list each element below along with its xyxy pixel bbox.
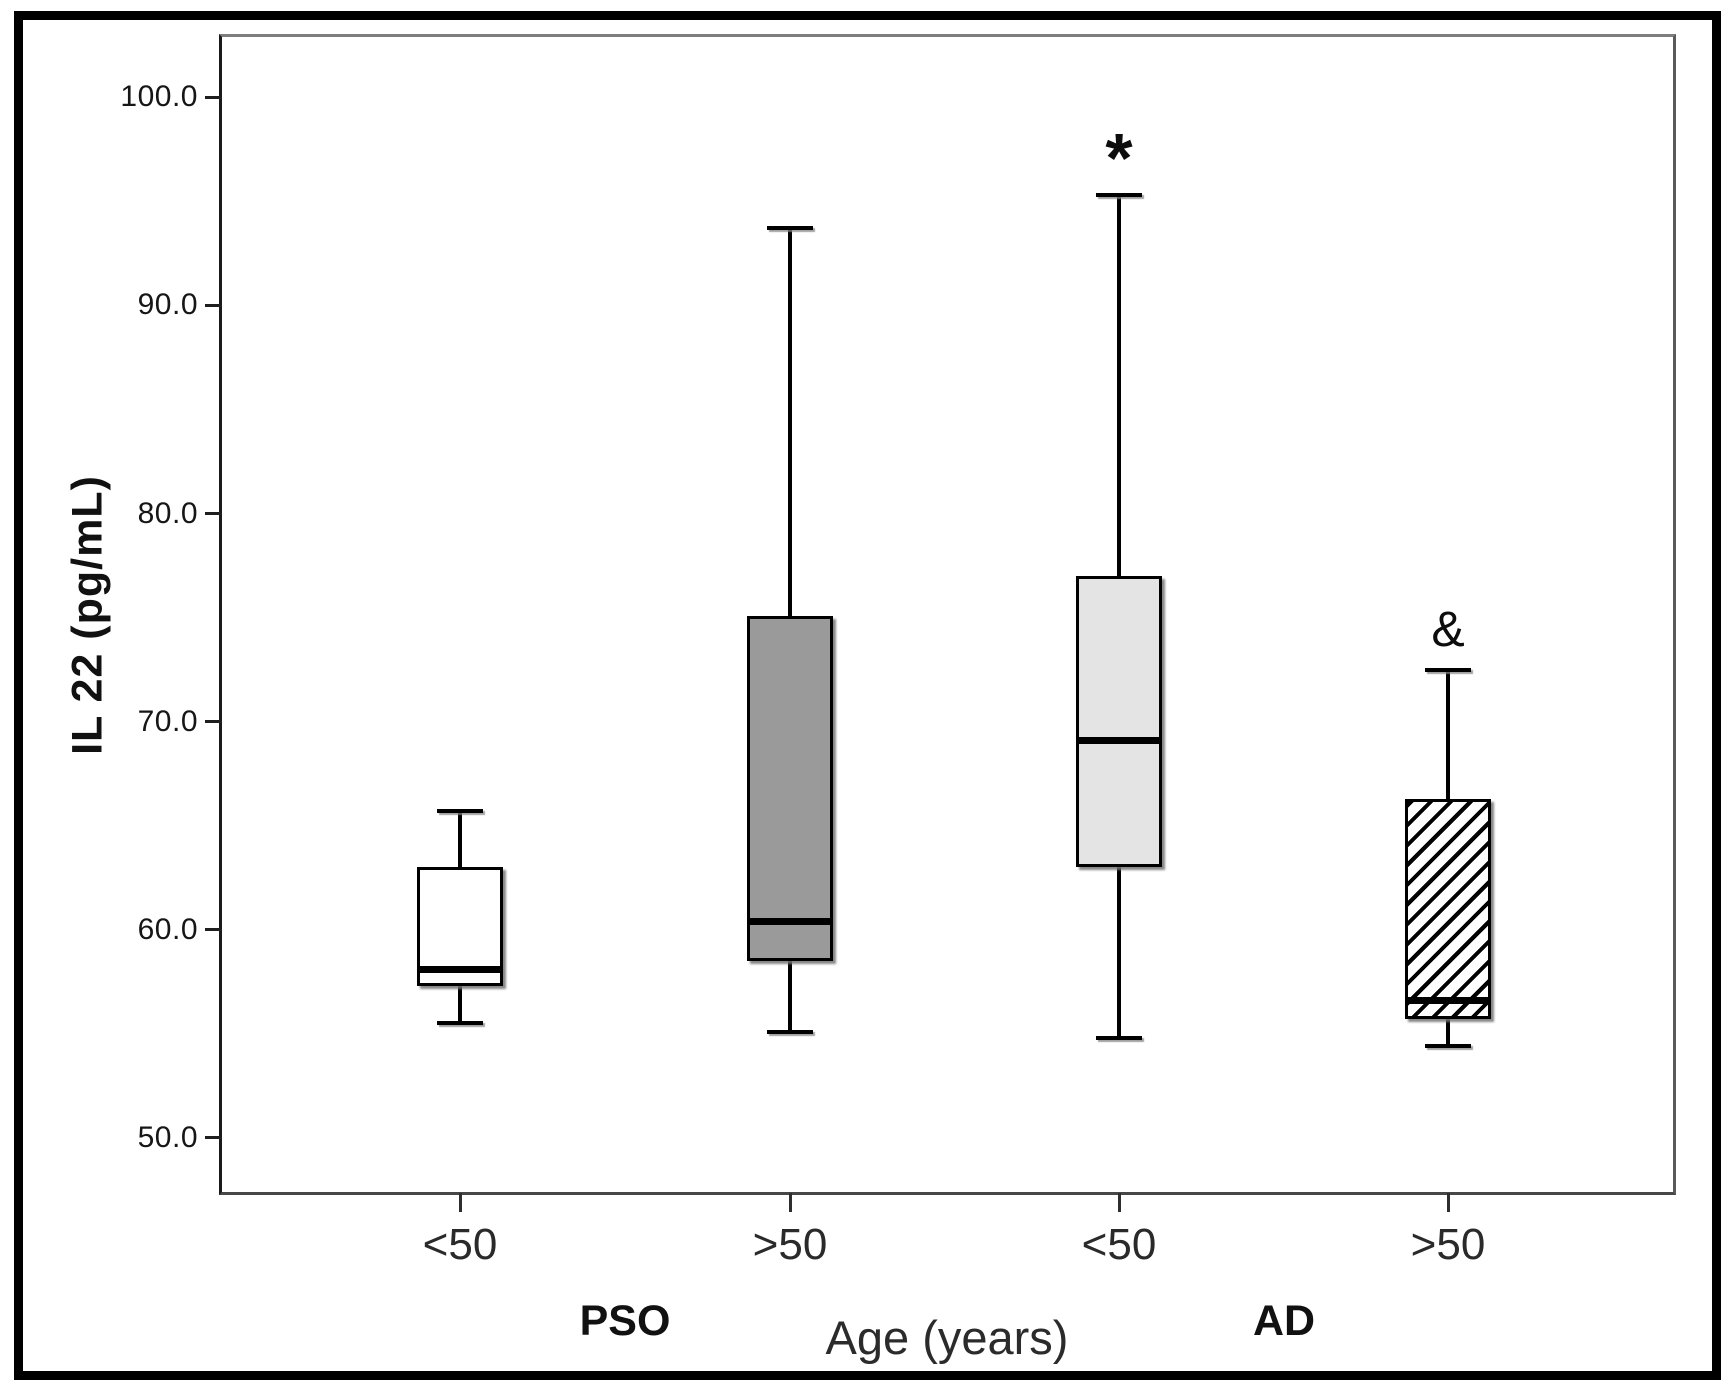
whisker-cap-min [437, 1021, 483, 1026]
box-PSO->50 [747, 615, 833, 961]
y-axis-tick [205, 928, 222, 932]
whisker-cap-max [437, 809, 483, 814]
x-axis-tick [788, 1193, 792, 1212]
box-AD-<50 [1076, 576, 1162, 868]
median-line [417, 965, 503, 973]
y-axis-tick-label: 60.0 [137, 912, 198, 946]
median-line [747, 917, 833, 925]
y-axis-tick [205, 303, 222, 307]
x-axis-tick [458, 1193, 462, 1212]
y-axis-tick-label: 70.0 [137, 704, 198, 738]
category-label: >50 [1410, 1220, 1486, 1269]
category-label: <50 [422, 1220, 498, 1269]
figure-border [14, 11, 1721, 1380]
whisker-cap-max [1096, 193, 1142, 198]
median-line [1405, 997, 1491, 1005]
y-axis-tick [205, 1136, 222, 1140]
x-axis-title: Age (years) [825, 1311, 1069, 1364]
x-axis-tick [1117, 1193, 1121, 1212]
group-label-ad: AD [1252, 1297, 1316, 1345]
x-axis-tick [1446, 1193, 1450, 1212]
whisker-cap-max [1425, 667, 1471, 672]
median-line [1076, 736, 1162, 744]
y-axis-tick-label: 100.0 [120, 80, 198, 114]
category-label: <50 [1081, 1220, 1157, 1269]
significance-marker: * [1105, 119, 1133, 198]
group-label-pso: PSO [579, 1297, 671, 1345]
y-axis-tick-label: 90.0 [137, 288, 198, 322]
plot-area: * & [222, 37, 1673, 1192]
significance-marker: & [1431, 600, 1465, 657]
box-AD->50 [1405, 798, 1491, 1020]
whisker-cap-min [1096, 1036, 1142, 1040]
whisker-cap-min [767, 1029, 813, 1034]
whisker-cap-min [1425, 1044, 1471, 1049]
y-axis-tick [205, 720, 222, 724]
category-label: >50 [752, 1220, 828, 1269]
y-axis-tick [205, 95, 222, 99]
whisker-cap-max [767, 226, 813, 231]
y-axis-tick-label: 50.0 [137, 1120, 198, 1154]
y-axis-tick [205, 512, 222, 516]
y-axis-tick-label: 80.0 [137, 496, 198, 530]
